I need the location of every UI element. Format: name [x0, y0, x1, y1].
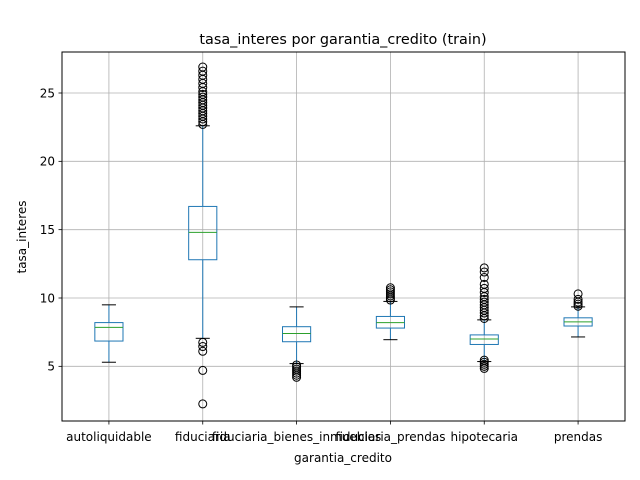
y-tick-label: 20 [40, 155, 55, 169]
plot-frame [61, 51, 626, 422]
box-hipotecaria [469, 263, 499, 373]
outlier-point [198, 399, 208, 409]
chart-title: tasa_interes por garantia_credito (train… [199, 32, 486, 48]
y-axis-label: tasa_interes [15, 201, 29, 274]
box-prendas [563, 289, 593, 338]
box-autoliquidable [94, 304, 124, 363]
box-fiduciaria [188, 62, 218, 409]
x-tick-label: autoliquidable [66, 430, 152, 444]
outlier-point [573, 294, 583, 304]
y-tick-label: 15 [40, 223, 55, 237]
x-tick-label: fiduciaria [175, 430, 231, 444]
box-fiduciaria_bienes_inmuebles [282, 306, 312, 382]
y-tick-label: 25 [40, 86, 55, 100]
outlier-point [198, 342, 208, 352]
x-axis-ticks: autoliquidable fiduciariafiduciaria_biene… [66, 421, 602, 444]
outlier-point [479, 273, 489, 282]
outlier-point [198, 92, 208, 102]
y-tick-label: 10 [40, 291, 55, 305]
box-fiduciaria_prendas [375, 283, 405, 341]
outlier-point [198, 89, 208, 99]
outlier-point [479, 294, 489, 304]
x-axis-label: garantia_credito [294, 451, 392, 465]
outlier-point [198, 62, 208, 72]
iqr-box [188, 205, 218, 261]
x-tick-label: prendas [554, 430, 603, 444]
outlier-point [479, 355, 489, 365]
iqr-box [94, 322, 124, 342]
iqr-box [469, 334, 499, 345]
outlier-point [198, 346, 208, 356]
outlier-point [479, 283, 489, 293]
x-tick-label: hipotecaria [450, 430, 518, 444]
outlier-point [479, 263, 489, 273]
outlier-point [573, 289, 583, 299]
outlier-point [479, 297, 489, 307]
outlier-point [292, 360, 302, 370]
y-axis-ticks: 5 10 15 20 25 [40, 86, 62, 374]
outlier-point [198, 337, 208, 347]
box-series [94, 62, 593, 409]
x-tick-label: fiduciaria_prendas [335, 430, 445, 444]
y-tick-label: 5 [47, 360, 55, 374]
iqr-box [282, 326, 312, 343]
x-tick-label: fiduciaria_bienes_inmuebles [212, 430, 381, 444]
outlier-point [479, 267, 489, 277]
outlier-point [385, 283, 395, 293]
outlier-point [198, 365, 208, 375]
outlier-point [198, 66, 208, 76]
outlier-point [479, 279, 489, 289]
